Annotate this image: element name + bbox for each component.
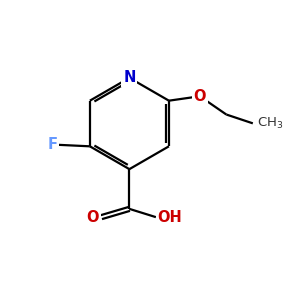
Text: N: N — [123, 70, 136, 86]
Text: CH$_3$: CH$_3$ — [257, 116, 284, 131]
Text: O: O — [87, 210, 99, 225]
Text: OH: OH — [158, 210, 182, 225]
Text: F: F — [47, 137, 58, 152]
Text: O: O — [194, 89, 206, 104]
